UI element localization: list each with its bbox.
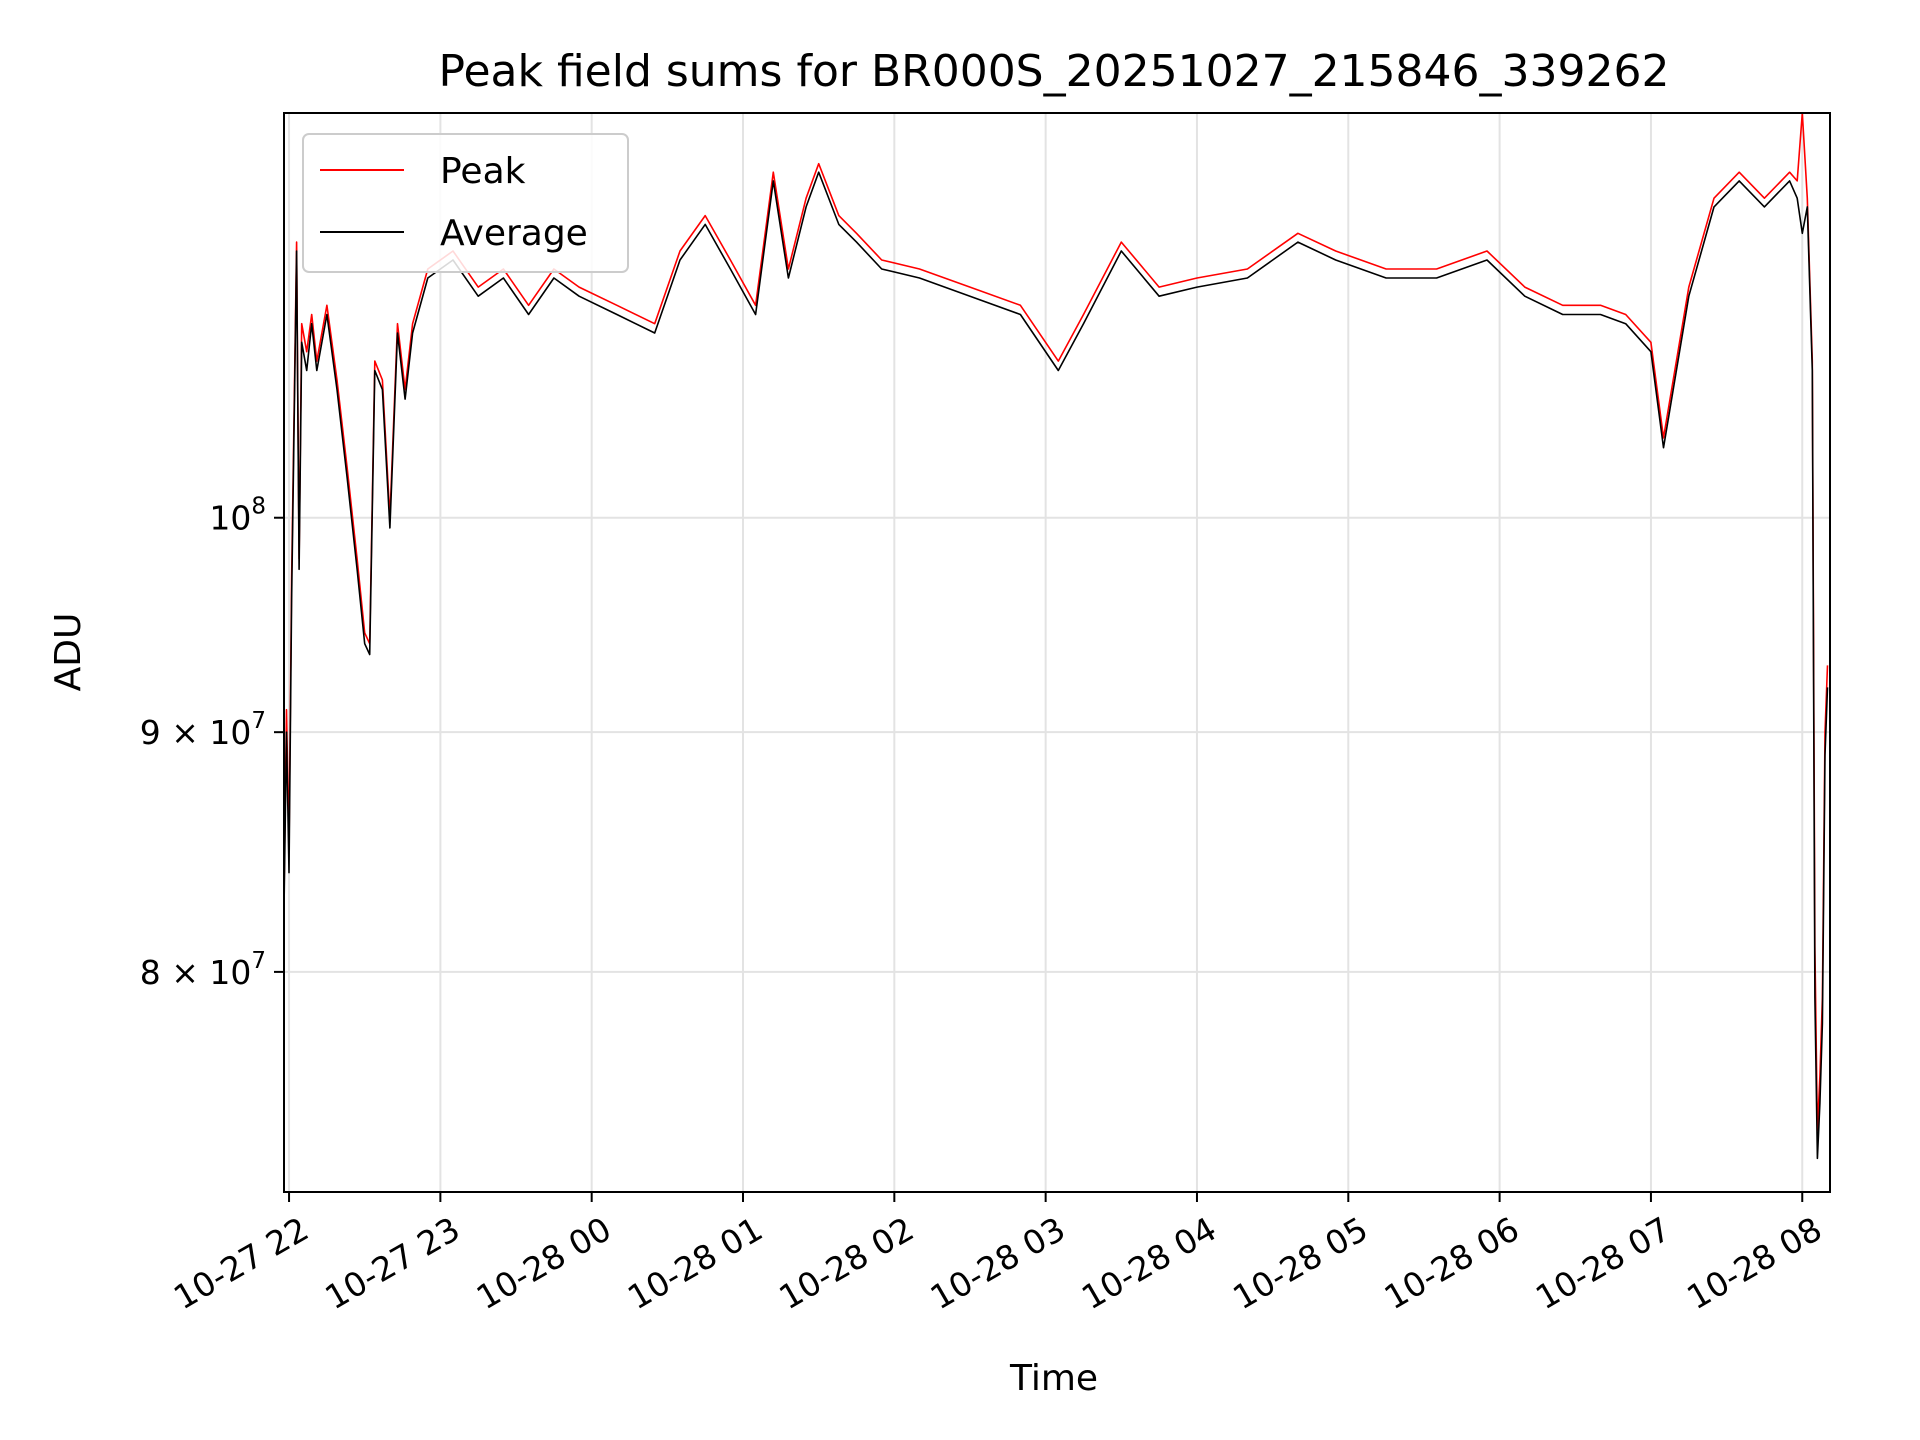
series-line-average: [283, 171, 1829, 1160]
chart-title: Peak field sums for BR000S_20251027_2158…: [438, 46, 1669, 97]
series-line-peak: [283, 112, 1829, 1132]
legend-label: Peak: [440, 151, 526, 192]
y-axis-label: ADU: [48, 613, 89, 692]
x-axis-label: Time: [1009, 1358, 1098, 1399]
plot-frame: [283, 112, 1831, 1193]
legend: Peak Average: [302, 133, 629, 273]
legend-box: [302, 133, 629, 273]
y-tick-label: 8 × 107: [140, 948, 266, 992]
y-tick-exponent: 7: [251, 708, 266, 734]
y-tick-exponent: 8: [251, 494, 266, 520]
y-tick-label: 9 × 107: [140, 708, 266, 752]
y-tick-exponent: 7: [251, 948, 266, 974]
legend-label: Average: [440, 213, 588, 254]
plot-area: [283, 112, 1829, 1160]
